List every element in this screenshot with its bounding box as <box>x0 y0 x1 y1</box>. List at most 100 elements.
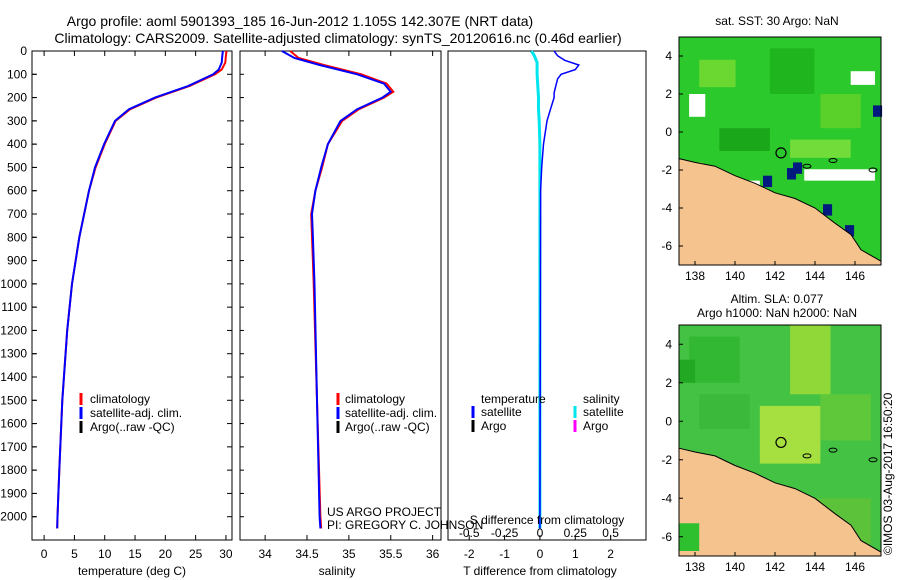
temperature-panel-frame <box>31 50 233 541</box>
depth-tick-label: 700 <box>7 207 27 221</box>
sla-map-patch <box>679 359 696 383</box>
sla-map-patch <box>689 336 740 383</box>
legend-s-satellite-label: satellite <box>583 405 624 419</box>
temperature-x-tick-label: 15 <box>128 547 142 561</box>
legend-salinity-heading: salinity <box>583 392 620 406</box>
depth-tick-label: 900 <box>7 254 27 268</box>
depth-tick-label: 1800 <box>0 463 27 477</box>
sst-map-patch <box>719 128 770 151</box>
t-difference-xlabel: T difference from climatology <box>463 564 617 578</box>
depth-tick-label: 1200 <box>0 323 27 337</box>
temperature-legend: climatology satellite-adj. clim. Argo(..… <box>79 392 182 434</box>
depth-tick-label: 1000 <box>0 277 27 291</box>
depth-tick-label: 600 <box>7 184 27 198</box>
sst-map-cold-cell <box>823 204 833 216</box>
sla-map-lat-label: -2 <box>661 453 672 467</box>
salinity-x-tick-label: 34 <box>258 547 272 561</box>
sst-map-patch <box>689 94 706 117</box>
sst-map-title: sat. SST: 30 Argo: NaN <box>715 14 838 28</box>
s-diff-x-tick-label: -0.5 <box>459 526 480 540</box>
difference-chart: -2 -1 0 1 2 -0.5 -0.25 0 0.25 0.5 <box>459 50 619 561</box>
difference-legend: temperature satellite Argo salinity sate… <box>471 392 624 433</box>
sst-map-argo-marker <box>775 147 787 159</box>
salinity-satellite-line <box>530 50 542 529</box>
sst-map-lon-label: 140 <box>725 269 745 283</box>
sst-map-lon-label: 146 <box>845 269 865 283</box>
temperature-xlabel: temperature (deg C) <box>78 564 186 578</box>
sla-map-island <box>868 457 878 463</box>
legend-climatology-label: climatology <box>90 392 150 406</box>
depth-tick-label: 2000 <box>0 510 27 524</box>
t-diff-x-tick-label: 1 <box>572 547 579 561</box>
temperature-chart: 0100200300400500600700800900100011001200… <box>0 44 233 561</box>
sst-map-lon-label: 142 <box>765 269 785 283</box>
temperature-x-tick-label: 0 <box>41 547 48 561</box>
sst-map: sat. SST: 30 Argo: NaN 138 140 142 144 146 4 2… <box>661 14 883 283</box>
temperature-x-tick-label: 10 <box>98 547 112 561</box>
depth-tick-label: 1500 <box>0 393 27 407</box>
sst-map-patch <box>790 139 851 158</box>
depth-tick-label: 100 <box>7 67 27 81</box>
depth-tick-label: 1100 <box>1 300 27 314</box>
depth-tick-label: 500 <box>7 160 27 174</box>
salinity-x-tick-label: 36 <box>426 547 440 561</box>
salinity-series-climatology <box>289 50 395 529</box>
t-diff-x-tick-label: 0 <box>537 547 544 561</box>
header-line-2: Climatology: CARS2009. Satellite-adjuste… <box>54 30 621 46</box>
s-diff-x-tick-label: 0.5 <box>602 526 619 540</box>
sst-map-frame <box>678 36 882 266</box>
sst-map-lat-label: -2 <box>661 163 672 177</box>
imos-timestamp: ©IMOS 03-Aug-2017 16:50:20 <box>881 392 895 555</box>
sst-map-cold-cell <box>763 175 773 188</box>
sst-map-cold-cell <box>793 162 803 174</box>
sla-map-lat-label: 4 <box>665 337 672 351</box>
sla-map-patch <box>759 405 821 464</box>
sla-map-patch <box>790 325 831 395</box>
sst-map-cold-cell <box>845 225 855 237</box>
depth-tick-label: 1700 <box>0 440 27 454</box>
s-difference-xlabel: S difference from climatology <box>470 513 625 527</box>
depth-tick-label: 400 <box>7 137 27 151</box>
sst-map-patch <box>699 59 736 88</box>
legend-climatology-label: climatology <box>345 392 405 406</box>
difference-panel-frame <box>447 50 647 541</box>
sst-map-island <box>868 167 878 173</box>
sla-map-lon-label: 144 <box>805 560 825 574</box>
depth-tick-label: 1300 <box>0 347 27 361</box>
depth-tick-label: 300 <box>7 114 27 128</box>
sla-map-island <box>802 453 812 459</box>
salinity-legend: climatology satellite-adj. clim. Argo(..… <box>336 392 437 434</box>
sst-map-lat-label: -4 <box>661 201 672 215</box>
sla-map-subtitle: Argo h1000: NaN h2000: NaN <box>697 306 857 320</box>
temperature-x-tick-label: 5 <box>71 547 78 561</box>
project-credit: US ARGO PROJECT <box>327 505 442 519</box>
sla-map-island <box>828 447 838 453</box>
sla-map-lon-label: 140 <box>725 560 745 574</box>
depth-tick-label: 0 <box>20 44 27 58</box>
s-diff-x-tick-label: 0 <box>537 526 544 540</box>
salinity-series-satellite <box>281 50 393 529</box>
sla-map-lon-label: 138 <box>685 560 705 574</box>
sst-map-lat-label: 2 <box>665 87 672 101</box>
sla-map-argo-marker <box>775 436 787 449</box>
sst-map-patch <box>850 71 875 85</box>
temperature-series-satellite <box>56 50 224 529</box>
sla-map-patch <box>820 394 871 441</box>
temperature-series-climatology <box>56 50 228 529</box>
sst-map-lon-label: 144 <box>805 269 825 283</box>
sla-map-lon-label: 142 <box>765 560 785 574</box>
legend-satellite-label: satellite-adj. clim. <box>345 406 437 420</box>
t-diff-x-tick-label: 2 <box>607 547 614 561</box>
sst-map-patch <box>769 48 815 94</box>
depth-tick-label: 1600 <box>0 417 27 431</box>
salinity-x-tick-label: 34.5 <box>295 547 319 561</box>
salinity-chart: 34 34.5 35 35.5 36 <box>240 50 440 561</box>
sst-map-patch <box>804 169 875 181</box>
legend-satellite-label: satellite-adj. clim. <box>90 406 182 420</box>
sla-map: Altim. SLA: 0.077 Argo h1000: NaN h2000:… <box>661 292 882 574</box>
legend-s-argo-label: Argo <box>583 419 609 433</box>
sla-map-patch <box>699 394 750 429</box>
depth-tick-label: 800 <box>7 230 27 244</box>
legend-argo-label: Argo(..raw -QC) <box>90 420 175 434</box>
t-diff-x-tick-label: -1 <box>499 547 510 561</box>
